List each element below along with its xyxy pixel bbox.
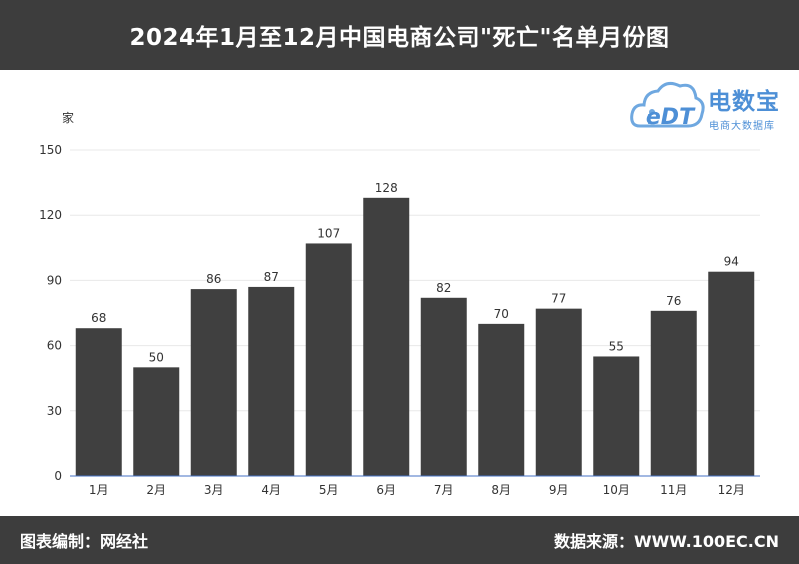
data-label: 128 bbox=[375, 181, 398, 195]
x-tick-label: 4月 bbox=[261, 483, 281, 497]
data-label: 70 bbox=[494, 307, 509, 321]
bar bbox=[593, 356, 640, 476]
x-tick-label: 6月 bbox=[376, 483, 396, 497]
chart-title: 2024年1月至12月中国电商公司"死亡"名单月份图 bbox=[129, 25, 670, 51]
data-label: 94 bbox=[724, 255, 739, 269]
data-label: 82 bbox=[436, 281, 451, 295]
x-tick-label: 5月 bbox=[319, 483, 339, 497]
footer-credit: 图表编制：网经社 bbox=[20, 532, 149, 551]
bar bbox=[75, 328, 122, 476]
x-tick-label: 3月 bbox=[204, 483, 224, 497]
x-tick-label: 12月 bbox=[718, 483, 745, 497]
data-label: 77 bbox=[551, 292, 566, 306]
x-tick-label: 1月 bbox=[89, 483, 109, 497]
bar bbox=[420, 297, 467, 476]
x-tick-label: 2月 bbox=[146, 483, 166, 497]
y-tick-label: 150 bbox=[39, 143, 62, 157]
y-axis-ticks: 0 30 60 90 120 150 bbox=[39, 143, 62, 483]
y-axis-unit-label: 家 bbox=[62, 110, 74, 125]
bar bbox=[190, 289, 237, 476]
x-tick-label: 7月 bbox=[434, 483, 454, 497]
bar bbox=[305, 243, 352, 476]
logo: eDT 电数宝 电商大数据库 bbox=[630, 74, 795, 138]
data-label: 68 bbox=[91, 311, 106, 325]
logo-brand: 电数宝 bbox=[708, 89, 780, 115]
y-tick-label: 120 bbox=[39, 208, 62, 222]
bars bbox=[75, 197, 755, 476]
data-label: 87 bbox=[264, 270, 279, 284]
chart-footer: 图表编制：网经社 数据来源：WWW.100EC.CN bbox=[0, 516, 799, 564]
logo-mark-text: eDT bbox=[646, 105, 696, 130]
footer-source: 数据来源：WWW.100EC.CN bbox=[553, 532, 779, 551]
bar-chart: 家 0 30 60 90 120 150 68 50 86 87 107 128 82 70 77 55 76… bbox=[39, 110, 760, 497]
bar bbox=[133, 367, 180, 476]
y-tick-label: 30 bbox=[47, 404, 62, 418]
data-label: 107 bbox=[317, 226, 340, 240]
bar bbox=[650, 310, 697, 476]
y-tick-label: 0 bbox=[54, 469, 62, 483]
y-tick-label: 90 bbox=[47, 273, 62, 287]
data-label: 50 bbox=[149, 350, 164, 364]
x-tick-label: 11月 bbox=[660, 483, 687, 497]
cloud-logo-icon: eDT bbox=[630, 81, 705, 130]
bar bbox=[535, 308, 582, 476]
bar bbox=[708, 271, 755, 476]
data-label: 86 bbox=[206, 272, 221, 286]
data-label: 76 bbox=[666, 294, 681, 308]
x-tick-label: 10月 bbox=[603, 483, 630, 497]
x-axis-ticks: 1月 2月 3月 4月 5月 6月 7月 8月 9月 10月 11月 12月 bbox=[89, 483, 745, 497]
chart-header: 2024年1月至12月中国电商公司"死亡"名单月份图 bbox=[0, 0, 799, 70]
x-tick-label: 9月 bbox=[549, 483, 569, 497]
bar bbox=[363, 197, 410, 476]
data-labels: 68 50 86 87 107 128 82 70 77 55 76 94 bbox=[91, 181, 739, 365]
gridlines bbox=[70, 149, 760, 412]
logo-tagline: 电商大数据库 bbox=[709, 121, 775, 132]
x-tick-label: 8月 bbox=[491, 483, 511, 497]
bar bbox=[478, 323, 525, 476]
bar bbox=[248, 286, 295, 476]
data-label: 55 bbox=[609, 339, 624, 353]
y-tick-label: 60 bbox=[47, 339, 62, 353]
